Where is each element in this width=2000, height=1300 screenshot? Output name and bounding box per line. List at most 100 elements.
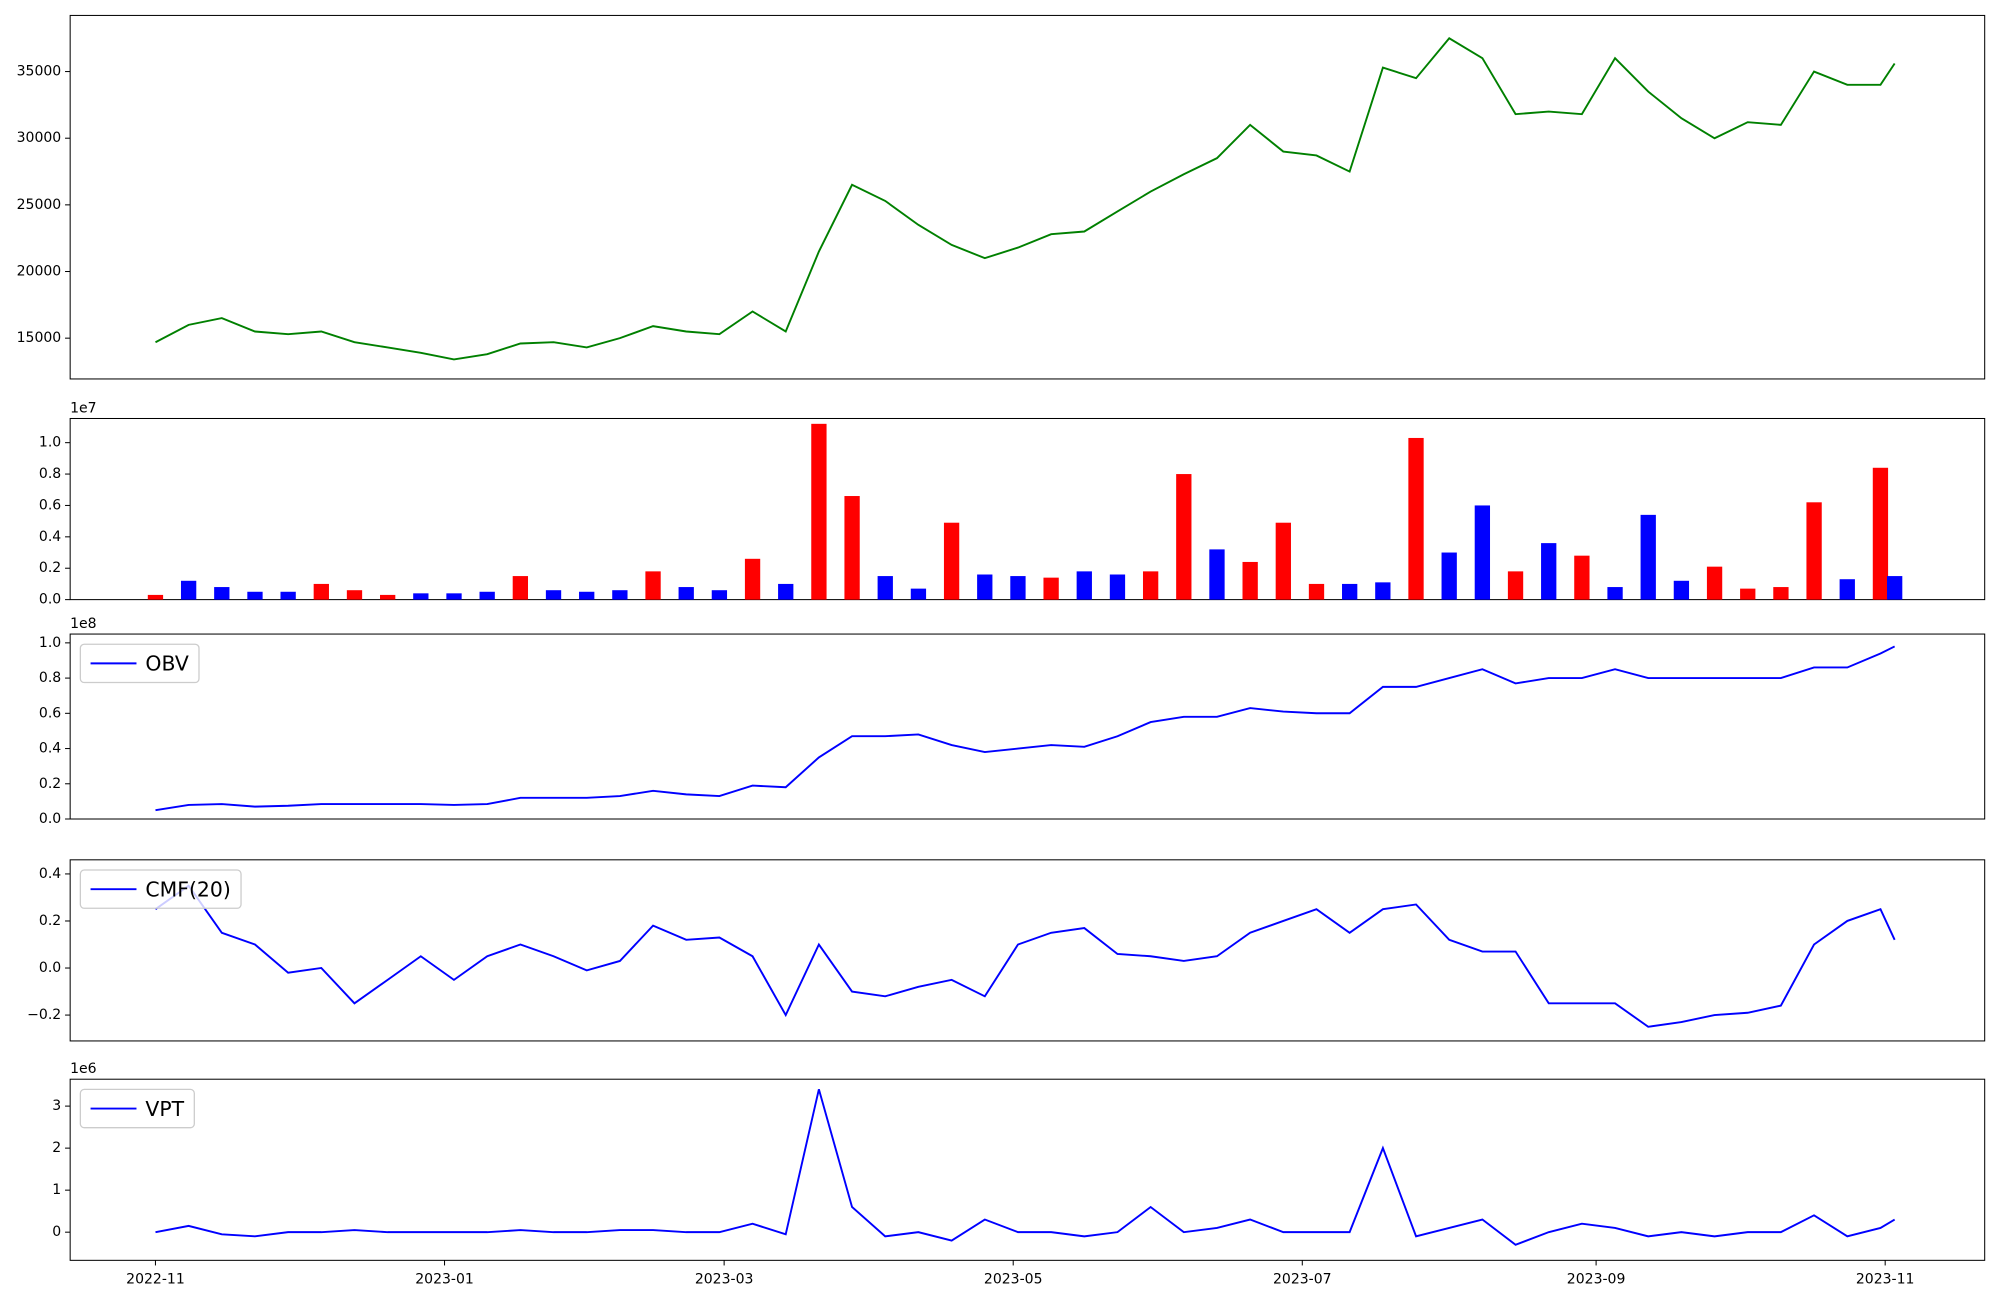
y-tick-label: 0.0 xyxy=(39,811,61,827)
bar xyxy=(512,576,529,600)
legend-box xyxy=(79,869,242,909)
axis-offset-label: 1e7 xyxy=(70,400,96,416)
bar xyxy=(1740,588,1756,600)
data-line xyxy=(155,645,1896,812)
y-tick-label: 3 xyxy=(52,1098,61,1114)
y-tick-label: 0.2 xyxy=(39,776,61,792)
bar xyxy=(180,580,197,600)
bar xyxy=(446,593,462,600)
bar xyxy=(1043,577,1059,600)
plot-frame xyxy=(69,14,1986,380)
bar xyxy=(1076,571,1092,600)
bar xyxy=(1507,571,1524,600)
bar xyxy=(380,594,396,600)
y-tick-label: 0.4 xyxy=(39,741,61,757)
y-tick-label: 0.8 xyxy=(39,466,61,482)
bar xyxy=(1242,561,1258,600)
bar xyxy=(943,522,960,600)
x-tick-label: 2023-07 xyxy=(1273,1271,1332,1287)
y-tick-label: 0.8 xyxy=(39,670,61,686)
legend-label: CMF(20) xyxy=(145,877,230,901)
x-tick-label: 2023-01 xyxy=(415,1271,474,1287)
bar xyxy=(744,558,761,600)
bar xyxy=(910,588,927,600)
y-tick-label: 2 xyxy=(52,1140,61,1156)
y-tick-label: 35000 xyxy=(17,64,62,80)
bar xyxy=(1706,566,1723,600)
bar xyxy=(645,571,661,600)
bar xyxy=(214,587,230,600)
y-tick-label: 0.6 xyxy=(39,705,61,721)
y-tick-label: 30000 xyxy=(17,130,62,146)
bar xyxy=(1209,549,1225,600)
y-tick-label: 0.2 xyxy=(39,913,61,929)
bar xyxy=(1408,437,1424,600)
bar xyxy=(479,591,495,600)
y-tick-label: 1 xyxy=(52,1182,61,1198)
axis-offset-label: 1e8 xyxy=(70,616,96,632)
bar xyxy=(1308,583,1325,600)
bar xyxy=(811,423,827,600)
legend-label: VPT xyxy=(145,1097,184,1121)
x-tick-label: 2023-09 xyxy=(1567,1271,1626,1287)
plot-frame xyxy=(69,859,1986,1042)
y-tick-label: 0.0 xyxy=(39,592,61,608)
plot-frame xyxy=(69,417,1986,601)
y-tick-label: 0.6 xyxy=(39,497,61,513)
y-tick-label: 25000 xyxy=(17,197,62,213)
bar xyxy=(1806,502,1822,600)
bar xyxy=(844,496,860,600)
data-line xyxy=(155,1089,1896,1246)
y-tick-label: −0.2 xyxy=(27,1007,61,1023)
y-tick-label: 0.4 xyxy=(39,866,61,882)
bar xyxy=(1010,576,1026,600)
bar xyxy=(1342,583,1358,600)
bar xyxy=(1275,522,1291,600)
bar xyxy=(678,587,694,600)
bar xyxy=(346,590,363,600)
y-tick-label: 0.0 xyxy=(39,960,61,976)
x-tick-label: 2022-11 xyxy=(126,1271,185,1287)
bar xyxy=(1673,580,1690,600)
y-tick-label: 20000 xyxy=(17,264,62,280)
bar xyxy=(280,591,296,600)
bar xyxy=(1375,582,1391,600)
bar xyxy=(247,591,263,600)
bar xyxy=(1773,587,1789,600)
y-tick-label: 0.4 xyxy=(39,529,61,545)
bar xyxy=(545,590,562,600)
bar xyxy=(1142,571,1159,600)
bar xyxy=(877,576,893,600)
legend-box xyxy=(79,1088,195,1129)
bar xyxy=(1887,576,1903,600)
bar xyxy=(579,591,595,600)
x-tick-label: 2023-11 xyxy=(1856,1271,1915,1287)
bar xyxy=(778,583,794,600)
bar xyxy=(711,590,728,600)
x-tick-label: 2023-05 xyxy=(984,1271,1043,1287)
bar xyxy=(1541,543,1557,600)
bar xyxy=(1574,555,1590,600)
y-tick-label: 0.2 xyxy=(39,560,61,576)
bar xyxy=(1441,552,1457,600)
bar xyxy=(612,590,628,600)
legend-box xyxy=(79,643,200,684)
bar xyxy=(413,593,429,600)
bar xyxy=(1176,474,1192,600)
plot-frame xyxy=(69,1078,1986,1261)
bar xyxy=(1607,587,1623,600)
bar xyxy=(147,594,164,600)
plot-frame xyxy=(69,633,1986,820)
axis-offset-label: 1e6 xyxy=(70,1061,97,1077)
data-line xyxy=(154,884,1896,1028)
legend-label: OBV xyxy=(145,652,188,676)
y-tick-label: 1.0 xyxy=(39,635,61,651)
bar xyxy=(1109,574,1126,600)
data-line xyxy=(155,37,1896,361)
y-tick-label: 15000 xyxy=(17,330,62,346)
y-tick-label: 1.0 xyxy=(39,435,61,451)
bar xyxy=(1474,505,1491,600)
bar xyxy=(1640,514,1656,600)
bar xyxy=(1839,579,1855,600)
